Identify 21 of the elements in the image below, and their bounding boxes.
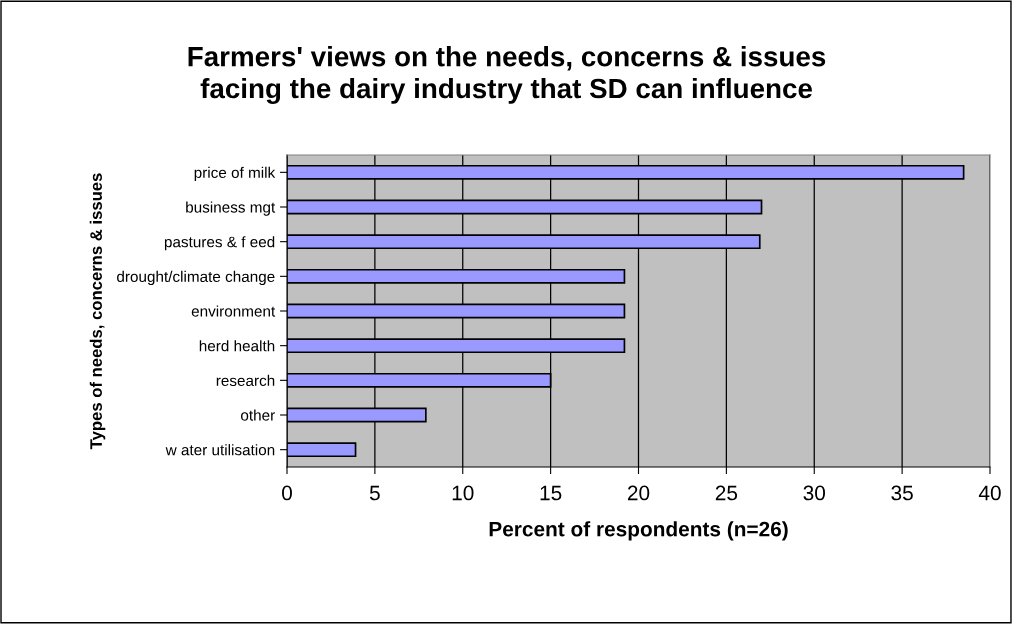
x-tick-label: 40 <box>978 485 1001 501</box>
x-tick-label: 20 <box>627 485 650 501</box>
y-tick-label: herd health <box>199 340 275 352</box>
y-tick-label: w ater utilisation <box>165 444 275 456</box>
y-tick-label: other <box>241 409 275 421</box>
x-tick-label: 30 <box>803 485 826 501</box>
x-tick-label: 15 <box>540 485 562 501</box>
chart-title: Farmers' views on the needs, concerns & issues facing the dairy industry that SD can influence <box>188 46 826 104</box>
x-tick-label: 25 <box>715 485 738 501</box>
x-axis-title: Percent of respondents (n=26) <box>489 521 788 541</box>
x-tick-label: 35 <box>891 485 913 501</box>
x-tick-label: 0 <box>282 485 292 501</box>
y-tick-label: pastures & f eed <box>164 236 275 251</box>
y-tick-label: business mgt <box>186 201 276 216</box>
y-axis-title: Types of needs, concerns & issues <box>89 173 106 450</box>
y-tick-label: price of milk <box>194 166 276 182</box>
x-tick-label: 10 <box>452 485 474 501</box>
y-tick-label: research <box>216 374 275 387</box>
y-tick-label: drought/climate change <box>117 270 275 286</box>
x-tick-label: 5 <box>369 485 380 501</box>
y-tick-label: environment <box>191 305 276 317</box>
